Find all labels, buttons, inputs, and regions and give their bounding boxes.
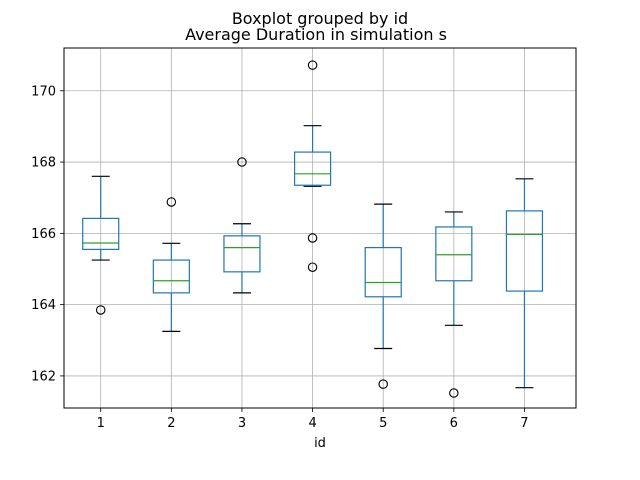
box-6 (435, 211, 473, 398)
x-tick-label: 5 (379, 416, 387, 431)
y-tick-label: 168 (31, 156, 56, 171)
x-tick-label: 7 (520, 416, 528, 431)
x-tick-label: 3 (238, 416, 246, 431)
box-5 (364, 203, 402, 389)
y-tick-label: 170 (31, 84, 56, 99)
box-3 (223, 157, 261, 294)
outlier-point (166, 197, 177, 207)
x-axis-ticks: 1 2 3 4 5 6 7 (97, 408, 529, 431)
chart-title: Average Duration in simulation s (185, 25, 447, 44)
iqr-box (152, 259, 190, 294)
box-group (82, 60, 544, 398)
x-tick-label: 6 (450, 416, 458, 431)
outlier-point (307, 233, 318, 243)
y-axis-ticks: 162 164 166 168 170 (31, 84, 64, 384)
x-axis-label: id (314, 436, 326, 451)
y-tick-label: 166 (31, 227, 56, 242)
outlier-point (449, 388, 459, 398)
box-1 (82, 175, 120, 315)
box-7 (505, 178, 544, 389)
y-tick-label: 164 (31, 298, 56, 313)
iqr-box (505, 210, 544, 292)
outlier-point (95, 305, 106, 315)
x-tick-label: 4 (308, 416, 316, 431)
outlier-point (307, 60, 318, 70)
plot-frame (63, 47, 577, 409)
iqr-box (435, 226, 473, 282)
box-4 (293, 60, 332, 272)
chart-suptitle: Boxplot grouped by id (232, 9, 408, 28)
outlier-point (307, 262, 318, 272)
iqr-box (82, 217, 120, 250)
outlier-point (237, 157, 247, 167)
y-tick-label: 162 (31, 369, 56, 384)
outlier-point (378, 379, 388, 389)
box-2 (152, 197, 190, 332)
iqr-box (223, 235, 261, 273)
iqr-box (293, 151, 332, 186)
x-tick-label: 1 (97, 416, 105, 431)
x-tick-label: 2 (167, 416, 175, 431)
iqr-box (364, 247, 402, 298)
